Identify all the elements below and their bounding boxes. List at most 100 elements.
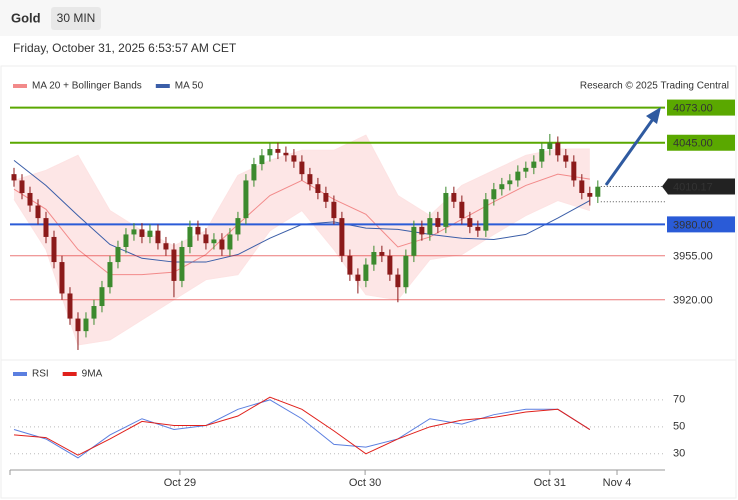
candle-body bbox=[107, 262, 113, 288]
candle-body bbox=[523, 167, 529, 172]
candle-body bbox=[91, 306, 97, 319]
symbol: Gold bbox=[11, 10, 41, 25]
candle-body bbox=[99, 287, 105, 307]
bollinger-lower bbox=[13, 198, 590, 346]
forecast-arrow bbox=[604, 107, 661, 186]
candle-body bbox=[35, 205, 41, 219]
level-label-box bbox=[667, 99, 735, 116]
legend-label: MA 20 + Bollinger Bands bbox=[32, 81, 142, 92]
legend-label: MA 50 bbox=[175, 81, 204, 92]
candle-body bbox=[467, 218, 473, 227]
candle-body bbox=[211, 239, 217, 244]
candle-body bbox=[171, 249, 177, 281]
candle-body bbox=[355, 274, 361, 281]
legend-swatch bbox=[62, 372, 77, 376]
candle-body bbox=[507, 180, 513, 185]
bollinger-band-fill bbox=[13, 135, 590, 345]
candle-body bbox=[283, 152, 289, 156]
candle-body bbox=[315, 184, 321, 193]
rsi-line bbox=[13, 396, 591, 456]
level-label: 3920.00 bbox=[673, 295, 713, 307]
candle-body bbox=[483, 199, 489, 231]
candle-body bbox=[563, 155, 569, 162]
candle-body bbox=[179, 246, 185, 281]
candle-body bbox=[43, 218, 49, 237]
candle-body bbox=[459, 201, 465, 219]
legend-swatch bbox=[155, 84, 170, 88]
candle-body bbox=[163, 243, 169, 250]
candle-body bbox=[203, 234, 209, 244]
candle-body bbox=[147, 230, 153, 237]
candle-body bbox=[411, 226, 417, 256]
candle-body bbox=[347, 255, 353, 275]
candle-body bbox=[187, 226, 193, 247]
legend-swatch bbox=[13, 372, 27, 376]
y-tick-label: 70 bbox=[673, 394, 685, 406]
x-tick-label: Nov 4 bbox=[603, 477, 632, 489]
rsi-line bbox=[13, 399, 591, 459]
y-tick-label: 50 bbox=[673, 421, 685, 433]
candle-body bbox=[115, 246, 121, 263]
candle-body bbox=[363, 264, 369, 281]
level-label: 3980.00 bbox=[673, 219, 713, 231]
candle-body bbox=[67, 293, 73, 319]
level-label: 4045.00 bbox=[673, 138, 713, 150]
candle-body bbox=[75, 318, 81, 332]
legend-label: RSI bbox=[32, 369, 49, 380]
source: Research © 2025 Trading Central bbox=[580, 81, 729, 92]
timestamp: Friday, October 31, 2025 6:53:57 AM CET bbox=[13, 41, 237, 55]
candle-body bbox=[267, 149, 273, 156]
candle-body bbox=[395, 274, 401, 288]
candle-body bbox=[299, 161, 305, 175]
candle-body bbox=[59, 262, 65, 294]
level-label-box bbox=[667, 216, 735, 233]
level-label: 3955.00 bbox=[673, 251, 713, 263]
candle-body bbox=[443, 192, 449, 227]
candle-body bbox=[51, 236, 57, 263]
legend-swatch bbox=[13, 84, 27, 88]
arrow-head bbox=[646, 107, 661, 124]
x-tick-label: Oct 29 bbox=[164, 477, 196, 489]
candle-body bbox=[291, 155, 297, 162]
candle-body bbox=[123, 234, 129, 247]
level-label-box bbox=[667, 134, 735, 151]
candle-body bbox=[219, 239, 225, 250]
arrow-shaft bbox=[604, 118, 655, 186]
candle-body bbox=[19, 180, 25, 193]
last-price-label: 4010.17 bbox=[673, 181, 713, 193]
candle-body bbox=[339, 218, 345, 256]
candle-body bbox=[371, 252, 377, 265]
candle-body bbox=[11, 174, 17, 181]
candle-body bbox=[331, 201, 337, 219]
candle-body bbox=[579, 180, 585, 193]
candle-body bbox=[259, 155, 265, 165]
candle-body bbox=[451, 192, 457, 202]
candle-body bbox=[243, 180, 249, 219]
interval: 30 MIN bbox=[57, 11, 96, 25]
candle-body bbox=[499, 184, 505, 190]
last-price-box bbox=[662, 178, 735, 195]
candle-body bbox=[491, 189, 497, 200]
candle-body bbox=[155, 230, 161, 244]
candle-body bbox=[323, 192, 329, 202]
candle-body bbox=[571, 161, 577, 181]
candle-body bbox=[139, 229, 145, 237]
candle-body bbox=[475, 226, 481, 231]
candle-body bbox=[235, 218, 241, 235]
candle-body bbox=[275, 149, 281, 153]
candle-body bbox=[27, 192, 33, 206]
candle-body bbox=[515, 171, 521, 181]
x-tick-label: Oct 30 bbox=[349, 477, 381, 489]
x-tick-label: Oct 31 bbox=[534, 477, 566, 489]
candle-body bbox=[387, 255, 393, 275]
legend-label: 9MA bbox=[82, 369, 103, 380]
candle-body bbox=[251, 164, 257, 181]
level-label: 4073.00 bbox=[673, 102, 713, 114]
candle-body bbox=[539, 149, 545, 162]
candle-body bbox=[195, 226, 201, 235]
panel-frame bbox=[0, 65, 737, 499]
candle-body bbox=[435, 218, 441, 227]
candle-body bbox=[307, 174, 313, 185]
